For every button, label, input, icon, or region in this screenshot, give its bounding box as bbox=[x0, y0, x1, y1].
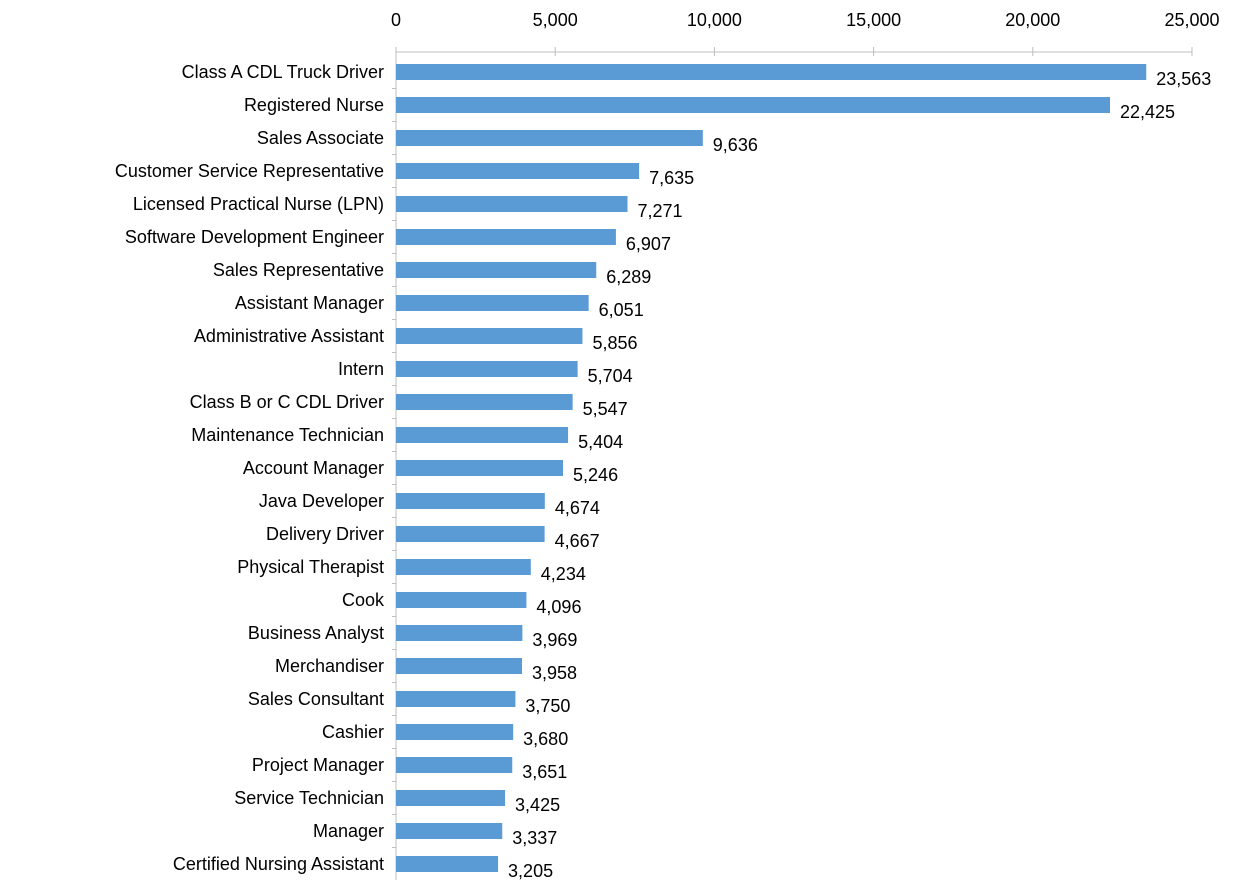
y-tick-label: Class B or C CDL Driver bbox=[190, 392, 384, 412]
value-label: 9,636 bbox=[713, 135, 758, 155]
bar bbox=[396, 460, 564, 476]
y-tick-label: Administrative Assistant bbox=[194, 326, 384, 346]
x-tick-label: 20,000 bbox=[1005, 10, 1060, 30]
y-tick-label: Merchandiser bbox=[275, 656, 384, 676]
value-label: 5,246 bbox=[573, 465, 618, 485]
bar bbox=[396, 559, 531, 575]
value-label: 5,404 bbox=[578, 432, 623, 452]
y-tick-label: Intern bbox=[338, 359, 384, 379]
value-label: 23,563 bbox=[1156, 69, 1211, 89]
y-tick-label: Service Technician bbox=[234, 788, 384, 808]
y-tick-label: Delivery Driver bbox=[266, 524, 384, 544]
value-label: 3,425 bbox=[515, 795, 560, 815]
value-label: 3,680 bbox=[523, 729, 568, 749]
y-tick-label: Sales Representative bbox=[213, 260, 384, 280]
value-label: 6,289 bbox=[606, 267, 651, 287]
value-label: 3,651 bbox=[522, 762, 567, 782]
bar bbox=[396, 196, 628, 212]
x-tick-label: 15,000 bbox=[846, 10, 901, 30]
y-tick-label: Class A CDL Truck Driver bbox=[182, 62, 384, 82]
y-tick-label: Cook bbox=[342, 590, 385, 610]
bar bbox=[396, 295, 589, 311]
y-tick-label: Assistant Manager bbox=[235, 293, 384, 313]
bar bbox=[396, 394, 573, 410]
value-label: 3,958 bbox=[532, 663, 577, 683]
bar bbox=[396, 328, 583, 344]
bar bbox=[396, 691, 516, 707]
x-tick-label: 0 bbox=[391, 10, 401, 30]
value-label: 4,674 bbox=[555, 498, 600, 518]
value-label: 3,969 bbox=[532, 630, 577, 650]
value-label: 7,271 bbox=[638, 201, 683, 221]
value-label: 4,096 bbox=[536, 597, 581, 617]
y-tick-label: Project Manager bbox=[252, 755, 384, 775]
bar bbox=[396, 262, 597, 278]
y-tick-label: Cashier bbox=[322, 722, 384, 742]
y-tick-label: Java Developer bbox=[259, 491, 384, 511]
bar bbox=[396, 790, 506, 806]
value-label: 22,425 bbox=[1120, 102, 1175, 122]
bar bbox=[396, 97, 1111, 113]
bar bbox=[396, 724, 514, 740]
bar bbox=[396, 130, 703, 146]
bar bbox=[396, 163, 640, 179]
y-tick-label: Business Analyst bbox=[248, 623, 384, 643]
x-tick-label: 10,000 bbox=[687, 10, 742, 30]
bar bbox=[396, 229, 616, 245]
bar bbox=[396, 625, 523, 641]
x-tick-label: 5,000 bbox=[533, 10, 578, 30]
bar bbox=[396, 427, 569, 443]
y-tick-label: Licensed Practical Nurse (LPN) bbox=[133, 194, 384, 214]
value-label: 5,547 bbox=[583, 399, 628, 419]
value-label: 3,750 bbox=[525, 696, 570, 716]
y-tick-label: Software Development Engineer bbox=[125, 227, 384, 247]
value-label: 3,337 bbox=[512, 828, 557, 848]
y-tick-label: Maintenance Technician bbox=[191, 425, 384, 445]
value-label: 5,856 bbox=[592, 333, 637, 353]
y-tick-label: Certified Nursing Assistant bbox=[173, 854, 384, 874]
y-tick-label: Registered Nurse bbox=[244, 95, 384, 115]
x-tick-label: 25,000 bbox=[1164, 10, 1219, 30]
y-tick-label: Customer Service Representative bbox=[115, 161, 384, 181]
bar bbox=[396, 592, 527, 608]
bar bbox=[396, 493, 545, 509]
bar bbox=[396, 823, 503, 839]
value-label: 3,205 bbox=[508, 861, 553, 880]
value-label: 6,907 bbox=[626, 234, 671, 254]
y-tick-label: Manager bbox=[313, 821, 384, 841]
y-tick-label: Sales Associate bbox=[257, 128, 384, 148]
y-tick-label: Account Manager bbox=[243, 458, 384, 478]
bar bbox=[396, 526, 545, 542]
value-label: 5,704 bbox=[588, 366, 633, 386]
y-tick-label: Physical Therapist bbox=[237, 557, 384, 577]
value-label: 4,667 bbox=[555, 531, 600, 551]
bar bbox=[396, 64, 1147, 80]
value-label: 7,635 bbox=[649, 168, 694, 188]
bar bbox=[396, 757, 513, 773]
value-label: 4,234 bbox=[541, 564, 586, 584]
bar bbox=[396, 658, 523, 674]
bar bbox=[396, 361, 578, 377]
y-tick-label: Sales Consultant bbox=[248, 689, 384, 709]
value-label: 6,051 bbox=[599, 300, 644, 320]
bar bbox=[396, 856, 499, 872]
